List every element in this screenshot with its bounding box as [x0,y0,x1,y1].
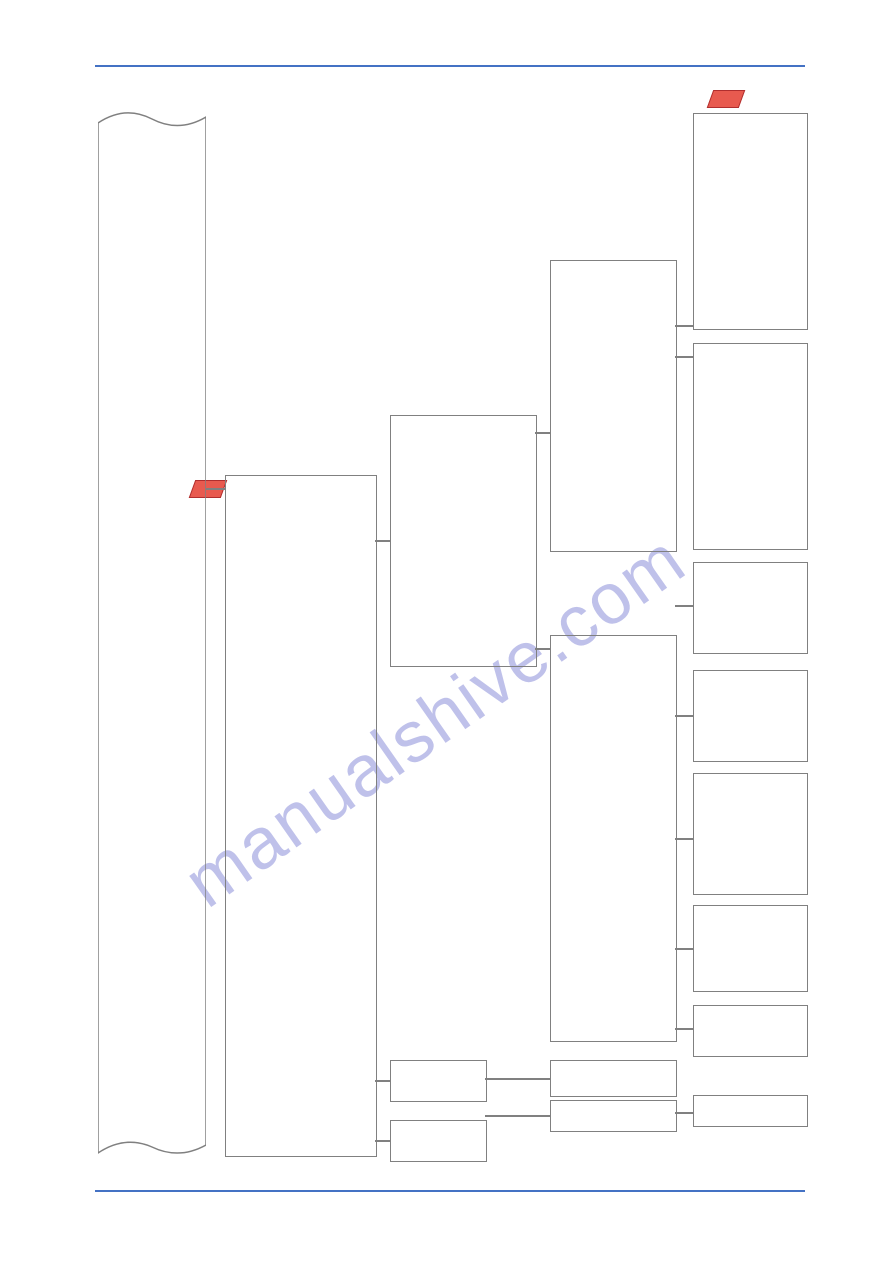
conn-4-5g [675,1028,693,1030]
conn-3-4b [535,648,550,650]
conn-3-4d [485,1115,550,1117]
col5-box-1 [693,113,808,330]
conn-4-5a [675,325,693,327]
col4-small-1 [550,1060,677,1097]
col4-small-2 [550,1100,677,1132]
marker-top-right [707,90,746,108]
col5-box-3 [693,562,808,654]
top-rule [95,65,805,67]
page-root: manualshive.com [0,0,893,1263]
conn-2-3a [375,540,390,542]
col4-upper [550,260,677,552]
conn-3-4a [535,432,550,434]
col1-main [98,105,206,1160]
conn-4-5e [675,838,693,840]
conn-4-5c [675,605,693,607]
col3-small-1 [390,1060,487,1102]
conn-2-3c [375,1140,390,1142]
col5-box-6 [693,905,808,992]
col5-box-7 [693,1005,808,1057]
conn-4-5h [675,1112,693,1114]
bottom-rule [95,1190,805,1192]
col5-box-2 [693,343,808,550]
col5-box-5 [693,773,808,895]
col5-box-4 [693,670,808,762]
conn-4-5b [675,356,693,358]
col3-upper [390,415,537,667]
col5-box-8 [693,1095,808,1127]
conn-4-5f [675,948,693,950]
col3-small-2 [390,1120,487,1162]
conn-2-3b [375,1080,390,1082]
conn-3-4c [485,1078,550,1080]
col2-main [225,475,377,1157]
conn-4-5d [675,715,693,717]
col4-mid [550,635,677,1042]
conn-1-2 [206,488,225,490]
